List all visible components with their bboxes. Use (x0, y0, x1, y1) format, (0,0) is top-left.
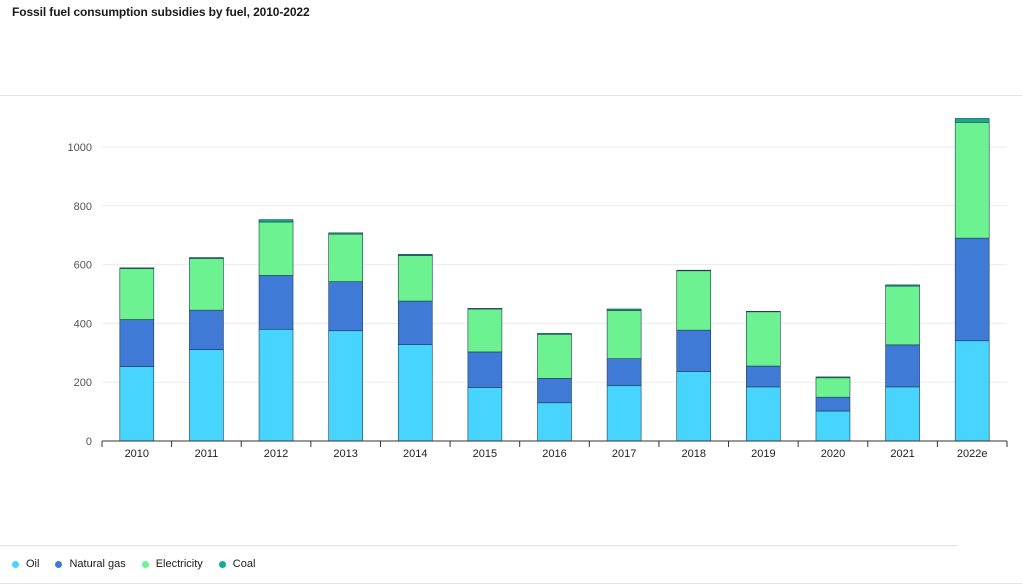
bar-natural-gas-2011 (189, 309, 224, 350)
bar-coal-2011 (189, 257, 224, 259)
x-tick-label-2020: 2020 (821, 448, 845, 460)
bar-natural-gas-2012 (258, 275, 294, 330)
bar-natural-gas-2021 (885, 344, 920, 388)
natural-gas-swatch-icon (55, 560, 63, 568)
bar-electricity-2016 (537, 333, 572, 379)
y-tick-label-1000: 1000 (68, 142, 92, 154)
bar-electricity-2018 (676, 270, 712, 331)
x-tick-label-2015: 2015 (473, 448, 497, 460)
bar-electricity-2017 (606, 310, 642, 359)
bar-oil-2019 (746, 386, 781, 442)
bottom-divider (0, 583, 1022, 584)
bar-electricity-2022e (954, 122, 990, 239)
legend-label-electricity: Electricity (155, 558, 203, 570)
x-tick-label-2012: 2012 (264, 448, 288, 460)
bar-oil-2012 (258, 328, 294, 442)
bar-coal-2013 (328, 232, 363, 235)
bar-electricity-2019 (746, 311, 781, 367)
bar-natural-gas-2016 (537, 378, 572, 404)
bar-electricity-2013 (328, 233, 363, 282)
y-tick-label-200: 200 (74, 377, 92, 389)
stacked-bar-chart: 0 200 400 600 800 1000 2010 2011 2012 2013 2014 201… (68, 118, 1008, 460)
legend-label-coal: Coal (232, 558, 256, 570)
bar-coal-2020 (815, 376, 851, 379)
x-tick-label-2022e: 2022e (957, 448, 988, 460)
x-tick-label-2010: 2010 (125, 448, 149, 460)
legend-divider (0, 545, 958, 546)
bar-coal-2018 (676, 269, 712, 272)
bar-natural-gas-2019 (746, 365, 781, 388)
bar-natural-gas-2020 (815, 396, 851, 412)
bar-oil-2016 (537, 402, 572, 442)
bar-electricity-2011 (189, 258, 224, 311)
bar-electricity-2010 (119, 268, 155, 320)
bar-natural-gas-2014 (397, 300, 433, 345)
oil-swatch-icon (12, 560, 19, 568)
bar-coal-2017 (606, 308, 642, 311)
bar-coal-2010 (119, 267, 155, 270)
bar-natural-gas-2017 (606, 358, 642, 387)
bar-oil-2011 (189, 349, 224, 442)
legend-label-natural-gas: Natural gas (69, 558, 126, 570)
bar-coal-2014 (397, 254, 433, 256)
x-tick-label-2016: 2016 (542, 448, 566, 460)
y-tick-label-0: 0 (86, 436, 92, 448)
bar-coal-2021 (885, 284, 920, 287)
bar-electricity-2020 (815, 377, 851, 398)
x-tick-label-2021: 2021 (890, 448, 914, 460)
bar-electricity-2012 (258, 221, 294, 276)
bar-electricity-2021 (885, 285, 920, 346)
x-tick-label-2014: 2014 (403, 448, 427, 460)
bar-electricity-2014 (397, 255, 433, 302)
electricity-swatch-icon (141, 560, 149, 568)
bar-oil-2017 (606, 385, 642, 442)
bar-oil-2013 (328, 330, 363, 442)
bar-natural-gas-2018 (676, 329, 712, 372)
legend-label-oil: Oil (26, 558, 40, 570)
bar-electricity-2015 (467, 308, 503, 353)
bar-natural-gas-2022e (954, 237, 990, 342)
x-tick-label-2017: 2017 (612, 448, 636, 460)
legend-item-coal[interactable]: Coal (218, 558, 256, 570)
bar-natural-gas-2013 (328, 281, 363, 332)
top-divider (0, 95, 1022, 96)
y-tick-label-600: 600 (74, 260, 92, 272)
chart-title: Fossil fuel consumption subsidies by fue… (12, 5, 310, 19)
bar-oil-2021 (885, 386, 920, 442)
bar-natural-gas-2015 (467, 351, 503, 388)
x-tick-label-2019: 2019 (751, 448, 775, 460)
y-tick-label-800: 800 (74, 201, 92, 213)
coal-swatch-icon (218, 560, 226, 568)
bar-coal-2019 (746, 311, 781, 313)
legend: Oil Natural gas Electricity Coal (12, 558, 271, 570)
bar-coal-2022e (954, 118, 990, 123)
bar-oil-2022e (954, 340, 990, 442)
bar-oil-2015 (467, 387, 503, 442)
legend-item-electricity[interactable]: Electricity (141, 558, 203, 570)
bar-oil-2020 (815, 410, 851, 442)
x-tick-label-2018: 2018 (681, 448, 705, 460)
bar-natural-gas-2010 (119, 319, 155, 367)
legend-item-natural-gas[interactable]: Natural gas (55, 558, 126, 570)
bar-oil-2010 (119, 366, 155, 442)
bar-oil-2014 (397, 344, 433, 442)
y-tick-label-400: 400 (74, 318, 92, 330)
x-tick-label-2013: 2013 (333, 448, 357, 460)
bar-coal-2012 (258, 219, 294, 223)
legend-item-oil[interactable]: Oil (12, 558, 39, 570)
bar-oil-2018 (676, 371, 712, 442)
x-tick-label-2011: 2011 (195, 448, 219, 460)
bar-coal-2015 (467, 308, 503, 310)
bar-coal-2016 (537, 333, 572, 335)
